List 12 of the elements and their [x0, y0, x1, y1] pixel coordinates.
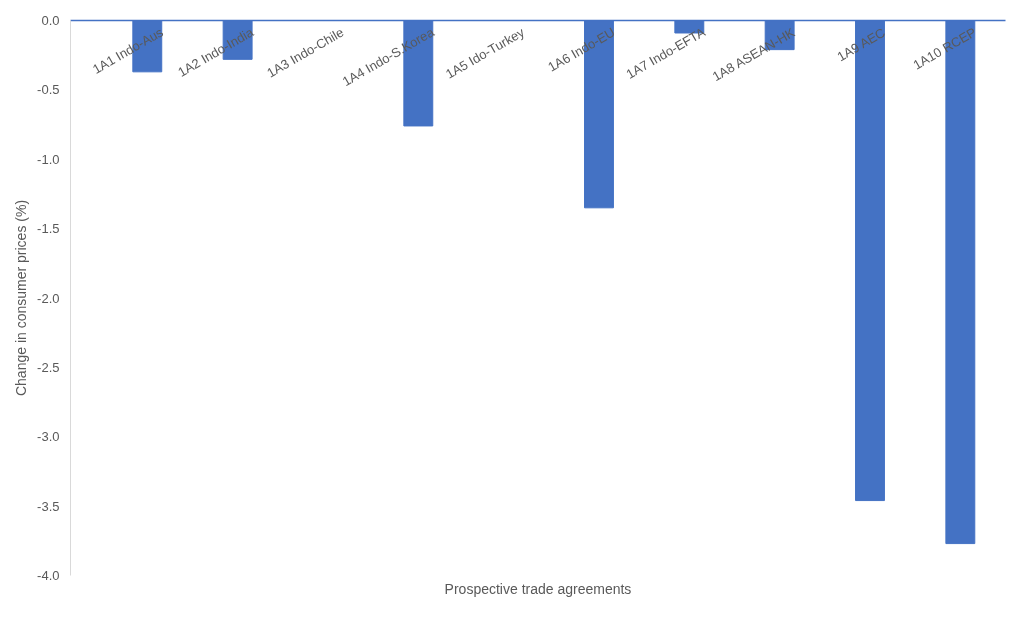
y-tick-label: -2.0	[37, 290, 60, 306]
y-tick-label: -0.5	[37, 82, 60, 98]
y-tick-label: -1.5	[37, 221, 60, 237]
y-tick-label: -3.0	[37, 429, 60, 445]
x-tick-label: 1A9 AEC	[834, 24, 888, 65]
y-tick-label: -2.5	[37, 359, 60, 375]
y-tick-label: -3.5	[37, 498, 60, 514]
y-tick-label: 0.0	[41, 13, 60, 28]
y-tick-label: -1.0	[37, 151, 60, 167]
x-axis-title: Prospective trade agreements	[444, 580, 632, 597]
y-tick-label: -4.0	[37, 568, 60, 583]
y-axis-title: Change in consumer prices (%)	[13, 199, 30, 397]
